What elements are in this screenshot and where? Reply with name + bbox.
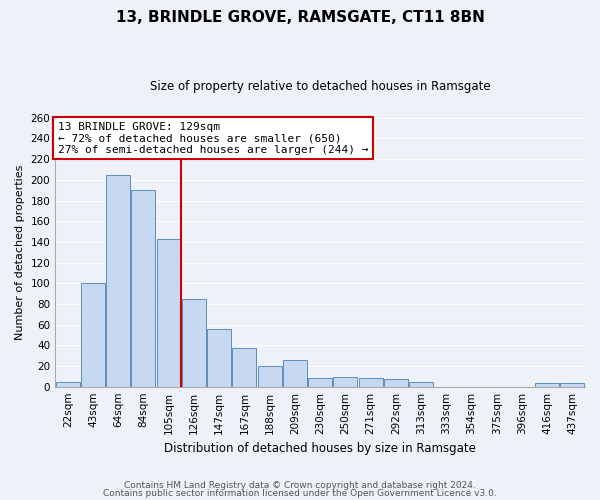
Text: Contains HM Land Registry data © Crown copyright and database right 2024.: Contains HM Land Registry data © Crown c… — [124, 481, 476, 490]
Bar — [283, 360, 307, 386]
Bar — [81, 284, 105, 387]
Title: Size of property relative to detached houses in Ramsgate: Size of property relative to detached ho… — [150, 80, 490, 93]
Bar — [106, 174, 130, 386]
Bar — [182, 299, 206, 386]
Bar — [384, 380, 408, 386]
Bar — [409, 382, 433, 386]
Bar — [334, 378, 357, 386]
Bar — [359, 378, 383, 386]
Bar — [535, 382, 559, 386]
Y-axis label: Number of detached properties: Number of detached properties — [15, 164, 25, 340]
Bar — [207, 329, 231, 386]
Text: 13 BRINDLE GROVE: 129sqm
← 72% of detached houses are smaller (650)
27% of semi-: 13 BRINDLE GROVE: 129sqm ← 72% of detach… — [58, 122, 368, 155]
Bar — [232, 348, 256, 387]
Text: Contains public sector information licensed under the Open Government Licence v3: Contains public sector information licen… — [103, 488, 497, 498]
Bar — [56, 382, 80, 386]
Bar — [308, 378, 332, 386]
Text: 13, BRINDLE GROVE, RAMSGATE, CT11 8BN: 13, BRINDLE GROVE, RAMSGATE, CT11 8BN — [116, 10, 484, 25]
X-axis label: Distribution of detached houses by size in Ramsgate: Distribution of detached houses by size … — [164, 442, 476, 455]
Bar — [257, 366, 281, 386]
Bar — [157, 239, 181, 386]
Bar — [131, 190, 155, 386]
Bar — [560, 382, 584, 386]
